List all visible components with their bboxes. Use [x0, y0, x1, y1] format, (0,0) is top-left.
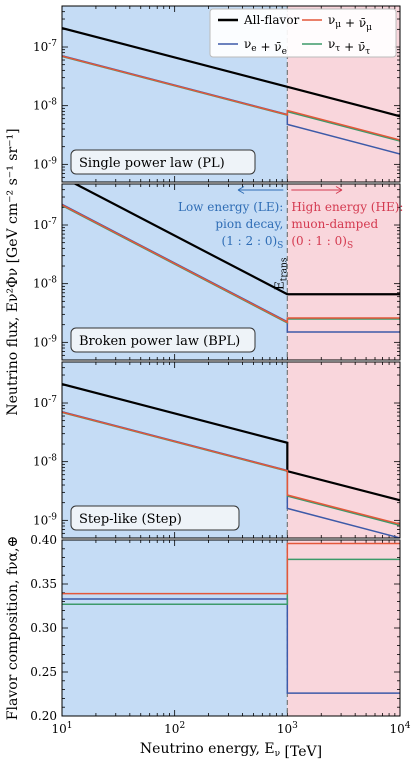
series-all — [62, 383, 400, 502]
high-energy-text: muon-damped — [291, 217, 378, 231]
panel-label-box — [70, 505, 240, 531]
y-tick-label: 10-7 — [33, 217, 57, 232]
high-energy-text: High energy (HE): — [291, 200, 403, 214]
transition-label: Etrans — [272, 257, 289, 290]
y-tick-label: 0.30 — [30, 621, 57, 635]
y-tick-label: 10-8 — [33, 454, 57, 469]
legend-label-e: νe + ν̄e — [244, 37, 287, 57]
low-energy-region — [62, 540, 288, 716]
region-annotations: Low energy (LE): pion decay, (1 : 2 : 0)S H… — [178, 186, 403, 290]
legend: All-flavor νμ + ν̄μ νe + ν̄e ντ + ν̄τ — [209, 8, 397, 58]
y-tick-label: 10-9 — [33, 334, 57, 349]
high-arrowhead — [335, 186, 343, 194]
panel-frame — [61, 5, 401, 183]
y-tick-label: 10-9 — [33, 512, 57, 527]
low-energy-text: Low energy (LE): — [178, 200, 283, 214]
x-tick-label: 104 — [389, 721, 410, 736]
high-energy-region — [287, 540, 400, 716]
y-tick-label: 10-9 — [33, 156, 57, 171]
high-energy-region — [287, 362, 400, 538]
series-mu — [62, 204, 400, 324]
panel-frame — [61, 539, 401, 717]
high-energy-text: (0 : 1 : 0)S — [291, 234, 353, 251]
series-mu — [62, 411, 400, 525]
x-tick-label: 102 — [164, 721, 185, 736]
flavor-axis-label: Flavor composition, fνα,⊕ — [5, 536, 21, 720]
x-tick-label: 101 — [51, 721, 72, 736]
legend-box — [209, 8, 397, 58]
series-e — [62, 598, 400, 694]
panel-2: 10-9 10-8 10-7 Broken power law (BPL) — [33, 183, 401, 361]
low-energy-text: (1 : 2 : 0)S — [222, 234, 284, 251]
panel-frame — [61, 361, 401, 539]
x-tick-label: 103 — [277, 721, 298, 736]
panel-label-box — [70, 149, 256, 175]
series-mu — [62, 542, 400, 595]
panel-label-box — [70, 327, 256, 353]
y-tick-label: 0.35 — [30, 577, 57, 591]
y-tick-label: 0.40 — [30, 533, 57, 547]
legend-label-all: All-flavor — [243, 13, 300, 27]
panel-label: Broken power law (BPL) — [79, 334, 240, 349]
high-energy-region — [287, 184, 400, 360]
y-tick-label: 10-8 — [33, 98, 57, 113]
flux-axis-label: Neutrino flux, Eν²Φν [GeV cm⁻² s⁻¹ sr⁻¹] — [5, 128, 21, 415]
y-tick-label: 10-7 — [33, 395, 57, 410]
panel-label: Step-like (Step) — [79, 512, 182, 527]
low-arrowhead — [237, 186, 245, 194]
y-tick-label: 10-8 — [33, 276, 57, 291]
panel-4: 0.20 0.25 0.30 0.35 0.40 — [30, 533, 401, 723]
legend-label-mu: νμ + ν̄μ — [328, 13, 372, 33]
y-tick-label: 10-7 — [33, 39, 57, 54]
panel-frame — [61, 183, 401, 361]
y-tick-label: 0.20 — [30, 709, 57, 723]
series-all — [73, 184, 400, 296]
series-mu — [62, 55, 400, 141]
series-all — [62, 27, 400, 118]
legend-label-tau: ντ + ν̄τ — [328, 37, 370, 57]
low-energy-text: pion decay, — [215, 217, 283, 231]
panel-label: Single power law (PL) — [79, 156, 225, 171]
panel-3: 10-9 10-8 10-7 Step-like (Step) — [33, 361, 401, 539]
y-tick-label: 0.25 — [30, 665, 57, 679]
x-axis-label: Neutrino energy, Eν [TeV] — [140, 741, 322, 760]
